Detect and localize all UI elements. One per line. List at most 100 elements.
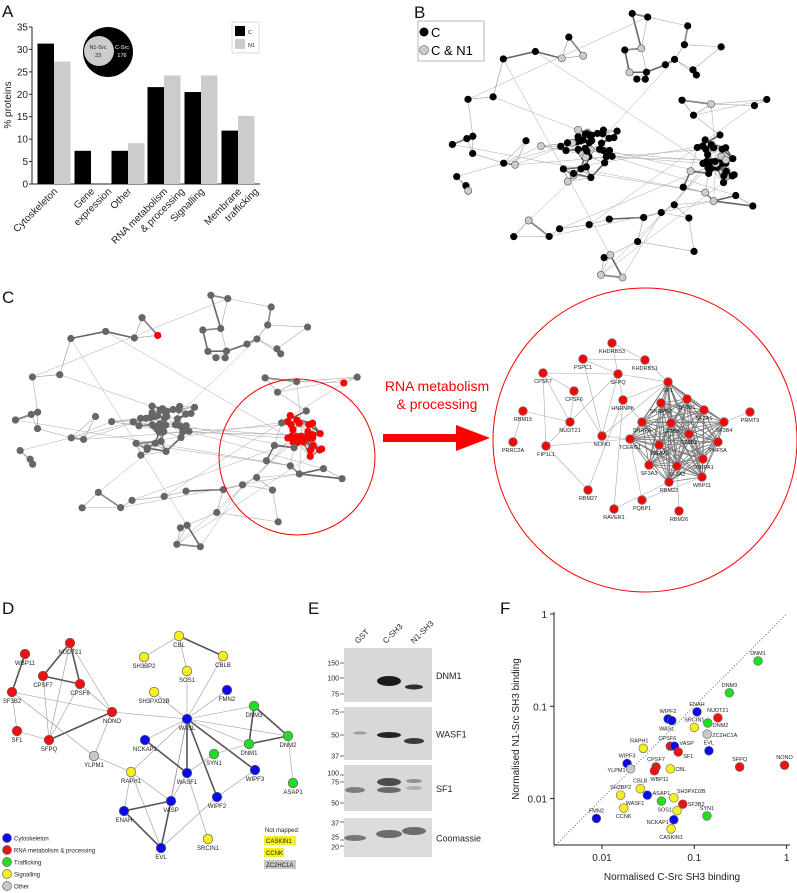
network-node <box>674 506 684 516</box>
network-node <box>583 147 591 155</box>
network-node <box>565 417 575 427</box>
network-node <box>763 95 771 104</box>
node-label: RAVER1 <box>603 515 625 521</box>
marker-label: 75 <box>331 710 339 717</box>
node-label: WBP11 <box>15 661 36 667</box>
data-label: CASKIN1 <box>659 835 683 841</box>
network-node <box>182 410 190 418</box>
network-node <box>79 435 88 443</box>
network-node <box>273 345 281 353</box>
marker-label: 75 <box>331 692 339 699</box>
network-node <box>136 414 145 422</box>
network-edge <box>144 718 188 741</box>
network-edge <box>130 771 162 849</box>
network-node <box>717 43 725 51</box>
network-node <box>680 41 689 49</box>
network-node <box>268 486 277 494</box>
not-mapped-item: ZC2HC1A <box>266 863 293 869</box>
node-nono <box>106 706 118 718</box>
node-label: DNM3 <box>245 713 263 719</box>
not-mapped-highlight <box>264 860 296 869</box>
network-node <box>128 496 136 504</box>
network-node <box>173 540 181 548</box>
blot-label: WASF1 <box>436 730 467 740</box>
network-node <box>719 417 729 427</box>
network-node <box>593 129 602 138</box>
data-point-caskin1 <box>666 824 676 834</box>
data-point-ylpm1 <box>625 764 636 774</box>
network-node <box>557 54 566 63</box>
data-label: NCKAP1 <box>647 820 669 826</box>
y-tick-label: 20 <box>17 90 29 101</box>
network-edges <box>11 635 294 849</box>
network-edge <box>472 153 504 164</box>
network-edge <box>660 402 705 411</box>
network-node <box>297 432 305 440</box>
network-edge <box>81 492 99 509</box>
network-node <box>679 183 687 191</box>
network-edge <box>514 140 527 165</box>
y-tick-label: 5 <box>22 157 28 168</box>
network-node <box>657 208 665 217</box>
node-label: FMN2 <box>219 697 236 703</box>
node-nckap1 <box>139 734 151 746</box>
legend-dot-trafficking <box>2 857 12 867</box>
network-edge <box>617 373 669 383</box>
network-node <box>162 447 170 456</box>
network-edge <box>164 382 344 497</box>
network-node <box>719 179 728 187</box>
network-edge <box>644 359 669 383</box>
node-syn1 <box>208 748 220 760</box>
y-tick-label: 35 <box>17 23 29 34</box>
network-nodes <box>11 291 361 551</box>
network-edge <box>170 772 188 802</box>
data-label: ENAH <box>689 702 704 708</box>
network-edge <box>535 51 725 177</box>
network-edge <box>503 140 527 164</box>
network-edge <box>641 409 705 423</box>
network-edge <box>711 99 767 105</box>
network-node <box>666 418 676 428</box>
network-node <box>448 140 456 149</box>
network-edge <box>227 298 272 308</box>
node-label: CPSF7 <box>534 379 552 385</box>
network-node <box>711 157 719 166</box>
network-node <box>672 461 682 471</box>
network-edge <box>690 147 698 172</box>
network-edge <box>660 402 678 467</box>
node-label: ENAH <box>116 818 133 824</box>
network-node <box>602 152 610 161</box>
data-point-raph1 <box>638 743 648 754</box>
network-node <box>644 460 654 470</box>
network-node <box>579 136 587 144</box>
node-label: WBP11 <box>693 483 711 489</box>
node-label: NONO <box>594 442 611 448</box>
y-tick-label: 25 <box>17 67 29 78</box>
data-label: CPSF7 <box>647 757 665 763</box>
node-sfpq <box>43 734 55 746</box>
network-node <box>605 134 613 142</box>
panel-letter-c: C <box>2 288 14 307</box>
callout-line-1: RNA metabolism <box>385 378 489 394</box>
network-node <box>613 369 623 379</box>
data-label: CCNK <box>616 814 632 820</box>
network-node <box>295 470 303 478</box>
network-edge <box>640 16 648 49</box>
node-label: CPSF6 <box>70 691 90 697</box>
network-edge <box>658 441 719 446</box>
network-edge <box>545 445 589 491</box>
network-edge <box>688 433 719 443</box>
network-node <box>692 71 700 79</box>
node-label: SF3B1 <box>679 405 696 411</box>
network-node <box>274 518 282 526</box>
network-node <box>253 335 261 343</box>
network-node <box>224 295 232 303</box>
node-ylpm1 <box>88 750 100 762</box>
network-node <box>545 232 553 241</box>
node-label: CBLB <box>215 663 231 669</box>
network-edge <box>111 711 188 720</box>
network-edge <box>186 655 224 720</box>
data-label: DNM3 <box>722 683 738 689</box>
protein-band <box>402 827 426 835</box>
node-label: NUDT21 <box>559 428 580 434</box>
